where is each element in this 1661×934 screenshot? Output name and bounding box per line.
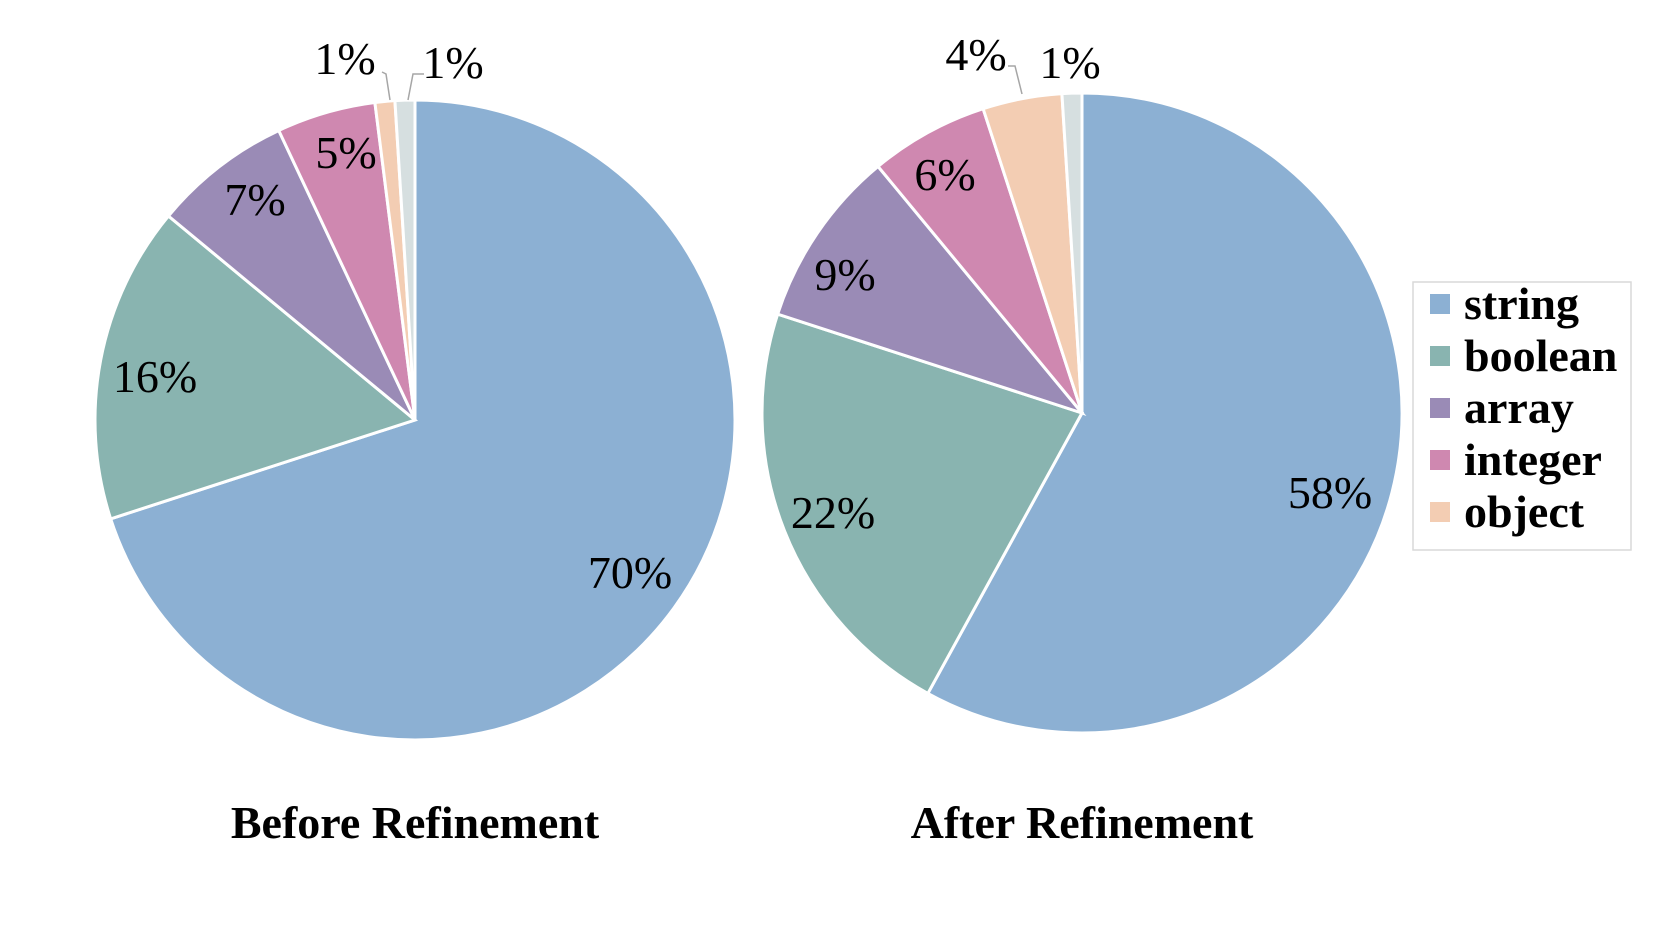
data-label-after-string: 58% [1288,467,1372,518]
legend-label-string: string [1464,278,1579,329]
legend-swatch-boolean [1430,346,1450,366]
leader-line-before-object [381,71,391,101]
data-label-after-boolean: 22% [791,487,875,538]
data-label-after-integer: 6% [914,149,975,200]
data-label-before-string: 70% [588,547,672,598]
pie-slice-after-string [925,91,1404,735]
data-label-before-array: 7% [224,174,285,225]
legend-swatch-array [1430,398,1450,418]
data-label-after-other: 1% [1039,37,1100,88]
pie-slice-after-array [775,164,1087,417]
legend-swatch-string [1430,294,1450,314]
legend-label-array: array [1464,382,1574,433]
chart-title-after: After Refinement [911,797,1254,848]
legend-swatch-integer [1430,450,1450,470]
chart-title-before: Before Refinement [231,797,600,848]
pie-slice-after-integer [875,106,1084,414]
data-label-before-other: 1% [422,37,483,88]
data-label-after-object: 4% [945,29,1006,80]
pie-slice-before-array [166,128,417,422]
legend-swatch-object [1430,502,1450,522]
pie-chart-before: 70% 16% 7% 5% 1% 1% [93,33,737,742]
pie-slice-after-other [1060,91,1084,414]
pie-slice-before-other [393,98,417,421]
data-label-before-boolean: 16% [113,351,197,402]
pie-chart-after: 58% 22% 9% 6% 4% 1% [760,29,1404,735]
legend-label-integer: integer [1464,434,1602,485]
data-label-after-array: 9% [814,249,875,300]
pie-slice-after-boolean [760,312,1085,696]
leader-line-after-object [1008,65,1023,95]
data-label-before-object: 1% [314,33,375,84]
data-label-before-integer: 5% [315,127,376,178]
pie-slice-before-string [108,98,737,742]
legend-label-boolean: boolean [1464,330,1617,381]
legend-label-object: object [1464,486,1585,537]
pie-slice-before-boolean [93,213,419,521]
leader-line-before-other [407,73,424,101]
